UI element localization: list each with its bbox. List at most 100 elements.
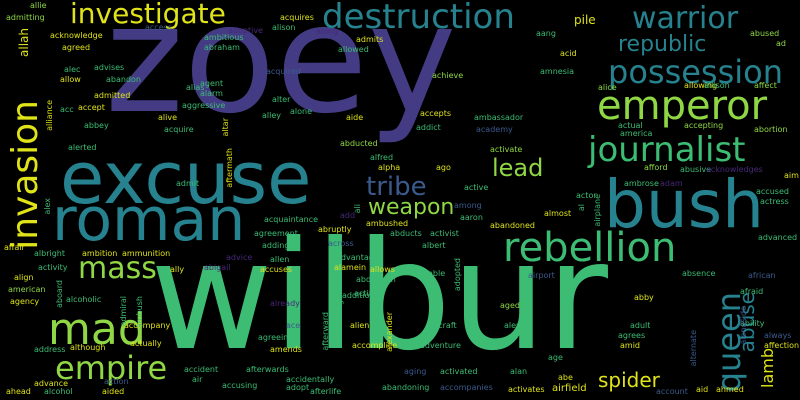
word-ability: ability xyxy=(740,319,765,328)
word-empire: empire xyxy=(55,349,168,387)
word-amid: amid xyxy=(620,341,640,350)
word-ahead: ahead xyxy=(6,387,31,396)
word-emperor: emperor xyxy=(597,83,768,129)
word-abducted: abducted xyxy=(340,139,378,148)
word-allie: allie xyxy=(30,1,47,10)
word-ambition: ambition xyxy=(82,249,118,258)
word-active: active xyxy=(464,183,489,192)
word-tribe: tribe xyxy=(366,172,427,202)
word-abused: abused xyxy=(750,29,780,38)
word-ambush: ambush xyxy=(135,296,144,329)
word-abigail: abigail xyxy=(204,263,231,272)
word-ali: ali xyxy=(353,204,362,214)
word-advice: advice xyxy=(226,253,253,262)
word-aggressive: aggressive xyxy=(182,101,226,110)
word-airplane: airplane xyxy=(593,194,602,227)
word-agent: agent xyxy=(200,79,224,88)
word-actual: actual xyxy=(618,121,643,130)
word-acquaintance: acquaintance xyxy=(264,215,319,224)
word-pile: pile xyxy=(574,13,596,27)
word-abandon: abandon xyxy=(106,75,141,84)
word-according: according xyxy=(335,300,344,340)
word-addict: addict xyxy=(416,123,441,132)
word-alamein: alamein xyxy=(334,263,367,272)
word-accuses: accuses xyxy=(260,265,293,274)
word-rebellion: rebellion xyxy=(503,225,677,271)
word-destruction: destruction xyxy=(322,0,515,37)
word-adventure: adventure xyxy=(420,341,461,350)
word-admiral: admiral xyxy=(119,296,128,327)
word-acc: acc xyxy=(60,105,74,114)
word-aang: aang xyxy=(536,29,556,38)
word-zoey: zoey xyxy=(105,0,457,147)
word-abby: abby xyxy=(634,293,654,302)
word-abandoning: abandoning xyxy=(382,383,430,392)
word-allowing: allowing xyxy=(684,81,718,90)
word-aging: aging xyxy=(404,367,427,376)
word-acknowledges: acknowledges xyxy=(706,165,763,174)
word-alter: alter xyxy=(272,95,291,104)
word-al: al xyxy=(577,204,586,212)
word-access: access xyxy=(145,23,172,32)
word-abbey: abbey xyxy=(84,121,109,130)
word-abusive: abusive xyxy=(680,165,712,174)
word-mad: mad xyxy=(48,304,146,355)
word-alcoholic: alcoholic xyxy=(66,295,102,304)
word-america: america xyxy=(620,129,653,138)
word-admitting: admitting xyxy=(6,13,45,22)
word-alison: alison xyxy=(272,23,296,32)
word-alex: alex xyxy=(43,198,52,215)
word-spider: spider xyxy=(598,368,660,392)
word-ambushed: ambushed xyxy=(366,219,409,228)
word-wilbur: wilbur xyxy=(150,210,608,384)
word-alarm: alarm xyxy=(200,89,223,98)
word-age: age xyxy=(548,353,563,362)
word-ago: ago xyxy=(436,163,451,172)
word-add: add xyxy=(340,211,356,220)
word-acquire: acquire xyxy=(164,125,194,134)
word-amends: amends xyxy=(270,345,302,354)
word-advantage: advantage xyxy=(336,253,379,262)
word-ambassador: ambassador xyxy=(474,113,524,122)
word-accept: accept xyxy=(78,103,105,112)
word-activist: activist xyxy=(430,229,459,238)
word-airport: airport xyxy=(528,271,555,280)
word-adding: adding xyxy=(262,241,290,250)
word-abraham: abraham xyxy=(204,43,240,52)
word-aftermath: aftermath xyxy=(225,148,234,188)
word-afterward: afterward xyxy=(321,312,330,351)
word-ad: ad xyxy=(776,39,786,48)
word-roman: roman xyxy=(52,185,246,255)
word-alien: alien xyxy=(350,321,370,330)
word-journalist: journalist xyxy=(588,130,746,170)
word-activated: activated xyxy=(440,367,478,376)
word-abducts: abducts xyxy=(390,229,422,238)
word-activate: activate xyxy=(490,145,523,154)
word-investigate: investigate xyxy=(70,0,226,30)
word-ahmed: ahmed xyxy=(716,385,744,394)
word-afraid: afraid xyxy=(740,287,764,296)
word-affection: affection xyxy=(764,341,800,350)
word-activity: activity xyxy=(38,263,68,272)
word-account: account xyxy=(656,387,688,396)
word-acquires: acquires xyxy=(280,13,314,22)
word-aaron: aaron xyxy=(460,213,483,222)
word-agreed: agreed xyxy=(62,43,91,52)
word-alexander: alexander xyxy=(385,312,394,352)
word-adopted: adopted xyxy=(453,258,462,292)
word-aboard: aboard xyxy=(55,280,64,309)
word-mass: mass xyxy=(78,251,157,286)
word-adult: adult xyxy=(630,321,651,330)
word-american: american xyxy=(8,285,46,294)
word-address: address xyxy=(34,345,66,354)
word-abduction: abduction xyxy=(356,275,396,284)
word-warrior: warrior xyxy=(632,1,739,36)
word-alice: alice xyxy=(598,83,617,92)
word-aim: aim xyxy=(784,171,799,180)
word-abortion: abortion xyxy=(754,125,788,134)
word-accomplice: accomplice xyxy=(352,341,398,350)
word-accused: accused xyxy=(756,187,789,196)
word-absence: absence xyxy=(682,269,716,278)
word-albert: albert xyxy=(422,241,446,250)
